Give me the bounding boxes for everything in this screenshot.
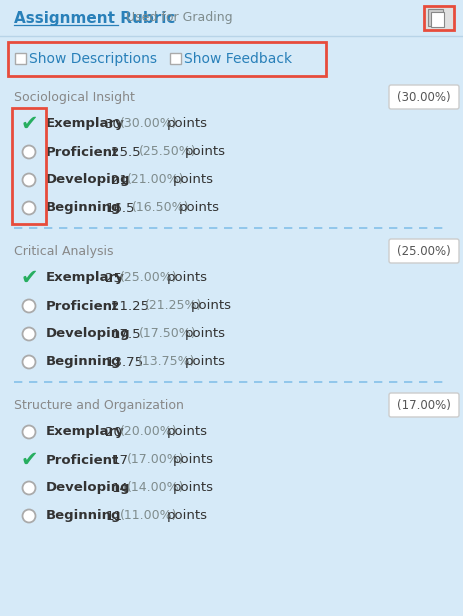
Text: Structure and Organization: Structure and Organization	[14, 399, 184, 411]
Text: Critical Analysis: Critical Analysis	[14, 245, 113, 257]
Text: 17.5: 17.5	[112, 328, 141, 341]
Text: points: points	[173, 174, 214, 187]
FancyBboxPatch shape	[389, 393, 459, 417]
FancyBboxPatch shape	[428, 9, 443, 26]
Text: 14: 14	[112, 482, 128, 495]
Text: 21: 21	[112, 174, 129, 187]
Text: points: points	[185, 145, 226, 158]
Text: points: points	[173, 453, 214, 466]
Text: Developing: Developing	[46, 174, 131, 187]
FancyBboxPatch shape	[8, 42, 326, 76]
Text: (25.50%): (25.50%)	[138, 145, 196, 158]
Text: Proficient: Proficient	[46, 453, 119, 466]
Text: Exemplary: Exemplary	[46, 426, 125, 439]
Circle shape	[23, 328, 36, 341]
FancyBboxPatch shape	[389, 85, 459, 109]
Text: (17.00%): (17.00%)	[126, 453, 184, 466]
Text: (17.50%): (17.50%)	[138, 328, 196, 341]
Circle shape	[23, 299, 36, 312]
Text: (20.00%): (20.00%)	[120, 426, 178, 439]
Text: points: points	[167, 509, 208, 522]
FancyBboxPatch shape	[389, 239, 459, 263]
Text: 30: 30	[106, 118, 122, 131]
Text: Beginning: Beginning	[46, 509, 121, 522]
Circle shape	[23, 355, 36, 368]
Circle shape	[23, 201, 36, 214]
Circle shape	[23, 509, 36, 522]
Text: points: points	[185, 328, 226, 341]
Text: 17: 17	[112, 453, 129, 466]
Text: points: points	[179, 201, 220, 214]
FancyBboxPatch shape	[424, 6, 454, 30]
Text: Proficient: Proficient	[46, 145, 119, 158]
FancyBboxPatch shape	[15, 53, 26, 64]
Text: (14.00%): (14.00%)	[126, 482, 184, 495]
FancyBboxPatch shape	[431, 12, 444, 27]
Text: Proficient: Proficient	[46, 299, 119, 312]
Text: points: points	[185, 355, 226, 368]
Text: (16.50%): (16.50%)	[132, 201, 190, 214]
Text: Show Feedback: Show Feedback	[184, 52, 292, 66]
Text: 25: 25	[106, 272, 122, 285]
Text: ✔: ✔	[20, 268, 38, 288]
Text: 21.25: 21.25	[112, 299, 150, 312]
Text: (30.00%): (30.00%)	[397, 91, 451, 103]
Text: Developing: Developing	[46, 328, 131, 341]
Circle shape	[23, 145, 36, 158]
Text: Beginning: Beginning	[46, 355, 121, 368]
Text: (25.00%): (25.00%)	[120, 272, 178, 285]
Text: points: points	[167, 426, 208, 439]
Text: Exemplary: Exemplary	[46, 272, 125, 285]
Text: ✔: ✔	[20, 114, 38, 134]
Text: points: points	[173, 482, 214, 495]
Text: ✔: ✔	[20, 450, 38, 470]
Text: (11.00%): (11.00%)	[120, 509, 178, 522]
Text: (21.25%): (21.25%)	[144, 299, 202, 312]
Text: Sociological Insight: Sociological Insight	[14, 91, 135, 103]
Circle shape	[23, 174, 36, 187]
Text: (17.00%): (17.00%)	[397, 399, 451, 411]
Text: Used for Grading: Used for Grading	[126, 12, 232, 25]
Circle shape	[23, 426, 36, 439]
Text: (13.75%): (13.75%)	[138, 355, 196, 368]
Text: Developing: Developing	[46, 482, 131, 495]
Text: points: points	[167, 118, 208, 131]
FancyBboxPatch shape	[0, 0, 463, 36]
Text: Show Descriptions: Show Descriptions	[29, 52, 157, 66]
Text: points: points	[191, 299, 232, 312]
Text: points: points	[167, 272, 208, 285]
Text: (25.00%): (25.00%)	[397, 245, 451, 257]
Text: Exemplary: Exemplary	[46, 118, 125, 131]
Text: 16.5: 16.5	[106, 201, 135, 214]
Text: Assignment Rubric: Assignment Rubric	[14, 10, 175, 25]
Text: 20: 20	[106, 426, 122, 439]
Text: (30.00%): (30.00%)	[120, 118, 178, 131]
Circle shape	[23, 482, 36, 495]
Text: Beginning: Beginning	[46, 201, 121, 214]
Text: 13.75: 13.75	[106, 355, 144, 368]
Text: 11: 11	[106, 509, 122, 522]
Text: 25.5: 25.5	[112, 145, 141, 158]
Text: (21.00%): (21.00%)	[126, 174, 184, 187]
FancyBboxPatch shape	[170, 53, 181, 64]
